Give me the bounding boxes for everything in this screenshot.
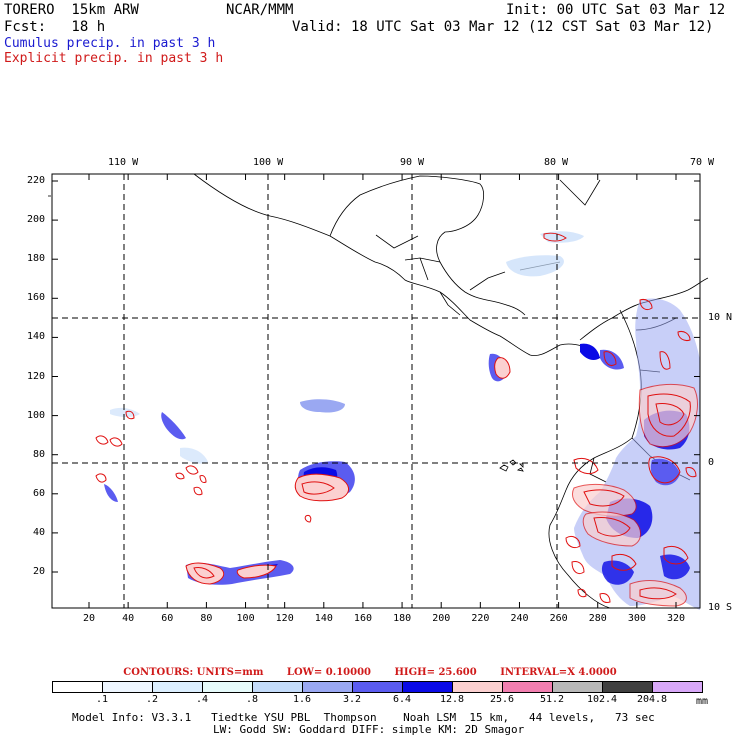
colorbar-swatch [652, 681, 703, 693]
field-explicit: Explicit precip. in past 3 h [4, 51, 224, 66]
colorbar-label: .8 [245, 694, 259, 705]
axis-ticks [52, 174, 700, 608]
colorbar-label: .4 [195, 694, 209, 705]
contour-units: CONTOURS: UNITS=mm [123, 667, 264, 678]
init-time: Init: 00 UTC Sat 03 Mar 12 [506, 2, 726, 18]
physics-info: LW: Godd SW: Goddard DIFF: simple KM: 2D… [213, 723, 525, 736]
field-cumulus: Cumulus precip. in past 3 h [4, 36, 216, 51]
colorbar-swatch [452, 681, 503, 693]
x-tick-label: 40 [122, 613, 135, 624]
latlon-grid [52, 174, 700, 608]
colorbar-label: 12.8 [439, 694, 465, 705]
x-tick-label: 240 [510, 613, 529, 624]
contour-info: CONTOURS: UNITS=mm LOW= 0.10000 HIGH= 25… [0, 667, 740, 678]
y-tick-label: 80 [33, 448, 46, 460]
y-tick-label: 220 [27, 175, 46, 186]
colorbar-swatch [502, 681, 553, 693]
x-tick-label: 60 [161, 613, 174, 624]
contour-high: HIGH= 25.600 [394, 667, 477, 678]
colorbar-swatch [552, 681, 603, 693]
colorbar-swatch [352, 681, 403, 693]
colorbar-swatch [402, 681, 453, 693]
colorbar-label: .1 [95, 694, 109, 705]
colorbar-swatch [602, 681, 653, 693]
y-tick-label: 160 [27, 292, 46, 304]
forecast-hour: Fcst: 18 h [4, 19, 106, 35]
colorbar-label: 51.2 [539, 694, 565, 705]
x-tick-label: 260 [549, 613, 568, 624]
x-tick-label: 300 [627, 613, 646, 624]
x-tick-label: 320 [667, 613, 686, 624]
colorbar-swatch [252, 681, 303, 693]
x-tick-label: 280 [588, 613, 607, 624]
lon-label: 100 W [253, 157, 284, 168]
valid-time: Valid: 18 UTC Sat 03 Mar 12 (12 CST Sat … [292, 19, 714, 35]
x-tick-label: 140 [314, 613, 333, 624]
colorbar-label: 1.6 [292, 694, 312, 705]
cumulus-precip-areas [104, 231, 700, 610]
colorbar-label: 25.6 [489, 694, 515, 705]
lon-label: 110 W [108, 157, 139, 168]
lon-label: 80 W [544, 157, 569, 168]
colorbar-swatch [152, 681, 203, 693]
y-tick-label: 100 [27, 409, 46, 421]
x-tick-label: 80 [200, 613, 213, 624]
x-tick-label: 200 [432, 613, 451, 624]
colorbar-label: 3.2 [342, 694, 362, 705]
colorbar-swatch [202, 681, 253, 693]
x-tick-label: 180 [393, 613, 412, 624]
y-tick-label: 200 [27, 214, 46, 226]
y-tick-label: 120 [27, 370, 46, 382]
model-info: Model Info: V3.3.1 Tiedtke YSU PBL Thomp… [72, 711, 655, 724]
contour-interval: INTERVAL=X 4.0000 [500, 667, 617, 678]
lon-label: 70 W [690, 157, 715, 168]
lon-label: 90 W [400, 157, 425, 168]
lat-label: 10 N [708, 312, 733, 323]
contour-low: LOW= 0.10000 [286, 667, 371, 678]
y-tick-label: 140 [27, 331, 46, 343]
lat-label: 0 [708, 457, 715, 468]
x-tick-label: 120 [275, 613, 294, 624]
colorbar-label: 102.4 [586, 694, 618, 705]
explicit-precip-contours [95, 232, 698, 607]
y-tick-label: 20 [33, 566, 46, 577]
colorbar-label: 6.4 [392, 694, 412, 705]
colorbar-label: .2 [145, 694, 159, 705]
colorbar-unit: mm [696, 696, 709, 707]
x-tick-label: 220 [471, 613, 490, 624]
colorbar-swatch [302, 681, 353, 693]
colorbar-swatch [52, 681, 103, 693]
map-frame [51, 173, 701, 609]
lat-label: 10 S [708, 602, 733, 613]
colorbar-label: 204.8 [636, 694, 668, 705]
model-title: TORERO 15km ARW [4, 2, 139, 18]
y-tick-label: 180 [27, 253, 46, 265]
x-tick-label: 100 [236, 613, 255, 624]
colorbar-swatch [102, 681, 153, 693]
x-tick-label: 160 [353, 613, 372, 624]
x-tick-label: 20 [83, 613, 96, 624]
center-label: NCAR/MMM [226, 2, 294, 18]
y-tick-label: 60 [33, 487, 46, 499]
y-tick-label: 40 [33, 526, 46, 538]
